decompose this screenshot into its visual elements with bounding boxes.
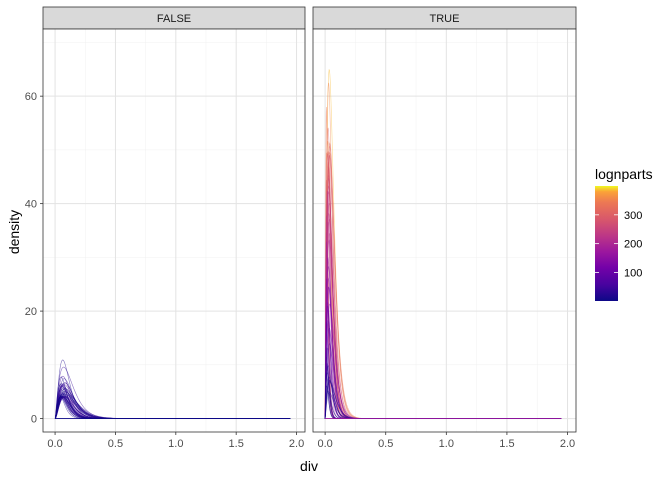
y-tick-label: 20 — [25, 306, 37, 318]
x-axis-title: div — [300, 458, 318, 474]
legend-title: lognparts — [595, 166, 653, 182]
panel-background-false — [43, 29, 305, 432]
y-axis: 0 20 40 60 — [25, 91, 43, 426]
facet-true: TRUE — [312, 6, 577, 433]
x-tick-label: 0.0 — [317, 438, 332, 450]
legend-tick-label: 100 — [624, 267, 642, 279]
x-tick-label: 1.0 — [439, 438, 454, 450]
facet-false: FALSE — [42, 6, 306, 433]
strip-label-true: TRUE — [430, 13, 460, 25]
x-tick-label: 1.5 — [499, 438, 514, 450]
x-tick-label: 1.5 — [229, 438, 244, 450]
legend-tick-label: 200 — [624, 239, 642, 251]
legend-ticks: 100 200 300 — [595, 210, 642, 279]
legend: lognparts 100 200 300 — [595, 166, 653, 301]
x-tick-label: 0.0 — [47, 438, 62, 450]
x-tick-label: 1.0 — [168, 438, 183, 450]
density-curves-true — [324, 68, 562, 419]
strip-label-false: FALSE — [157, 13, 191, 25]
x-tick-label: 0.5 — [378, 438, 393, 450]
panel-border-true — [312, 28, 577, 433]
y-axis-title: density — [6, 210, 22, 254]
x-tick-label: 2.0 — [289, 438, 304, 450]
panel-border-false — [42, 28, 306, 433]
x-axis: 0.0 0.5 1.0 1.5 2.0 0.0 0.5 1.0 1.5 2.0 — [47, 432, 575, 450]
legend-colorbar — [595, 186, 618, 301]
y-tick-label: 60 — [25, 91, 37, 103]
panel-background-true — [313, 29, 576, 432]
y-tick-label: 0 — [31, 414, 37, 426]
x-tick-label: 0.5 — [108, 438, 123, 450]
x-tick-label: 2.0 — [560, 438, 575, 450]
density-curves-false — [54, 359, 291, 419]
y-tick-label: 40 — [25, 199, 37, 211]
legend-tick-label: 300 — [624, 210, 642, 222]
